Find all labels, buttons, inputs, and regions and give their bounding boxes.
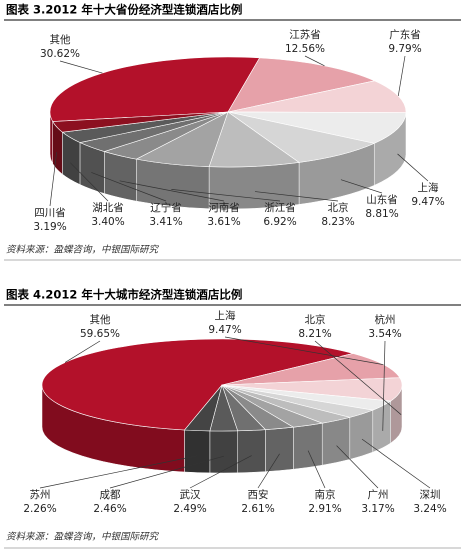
- leader-line: [340, 179, 383, 194]
- leader-line: [109, 455, 224, 489]
- slice-value: 8.81%: [365, 208, 398, 220]
- slice-value: 59.65%: [80, 328, 120, 340]
- leader-line: [397, 55, 406, 97]
- slice-value: 3.19%: [33, 221, 66, 233]
- slice-value: 3.40%: [91, 216, 124, 228]
- slice-label: 江苏省: [289, 28, 321, 41]
- slice-value: 12.56%: [285, 43, 325, 55]
- pie-slice: [49, 56, 261, 165]
- slice-label: 其他: [90, 313, 111, 326]
- slice-value: 8.21%: [298, 328, 331, 340]
- leader-line: [307, 450, 326, 489]
- slice-value: 3.61%: [207, 216, 240, 228]
- pie-slice: [221, 377, 403, 444]
- leader-line: [70, 162, 109, 202]
- leader-line: [397, 153, 429, 182]
- slice-top: [227, 111, 376, 163]
- slice-label: 辽宁省: [150, 201, 182, 214]
- chart-title: 图表 3.2012 年十大省份经济型连锁酒店比例: [6, 3, 242, 17]
- slice-value: 3.54%: [368, 328, 401, 340]
- slice-top: [49, 56, 261, 122]
- leader-line: [189, 455, 252, 489]
- slice-value: 3.41%: [149, 216, 182, 228]
- leader-line: [39, 455, 198, 489]
- leader-line: [91, 172, 167, 202]
- leader-line: [119, 180, 225, 202]
- pie-slice: [221, 384, 267, 474]
- slice-top: [227, 111, 407, 144]
- slice-value: 2.91%: [308, 503, 341, 515]
- pie-slice: [52, 111, 229, 175]
- slice-top: [208, 111, 300, 168]
- slice-label: 上海: [215, 309, 236, 322]
- slice-label: 湖北省: [92, 201, 124, 214]
- slice-label: 其他: [50, 33, 71, 46]
- leader-line: [257, 453, 280, 489]
- source-note: 资料来源：盈蝶咨询，中银国际研究: [6, 531, 160, 543]
- leader-line: [254, 191, 339, 202]
- slice-value: 2.46%: [93, 503, 126, 515]
- slice-label: 北京: [305, 313, 326, 326]
- leader-line: [224, 336, 384, 366]
- slice-label: 苏州: [30, 488, 51, 501]
- pie-slice: [227, 111, 407, 186]
- slice-top: [221, 377, 403, 402]
- slice-value: 3.24%: [413, 503, 446, 515]
- slice-label: 上海: [418, 181, 439, 194]
- leader-line: [336, 445, 379, 489]
- slice-value: 2.61%: [241, 503, 274, 515]
- slice-label: 浙江省: [264, 201, 296, 214]
- slice-top: [52, 111, 229, 133]
- slice-side: [265, 426, 294, 472]
- pie-slice: [209, 383, 239, 474]
- slice-value: 6.92%: [263, 216, 296, 228]
- slice-label: 四川省: [34, 206, 66, 219]
- slice-label: 成都: [100, 489, 121, 501]
- slice-value: 2.26%: [23, 503, 56, 515]
- slice-label: 西安: [248, 488, 269, 501]
- slice-label: 广州: [368, 489, 389, 501]
- slice-side: [321, 417, 351, 466]
- pie-slice: [221, 384, 324, 470]
- slice-value: 9.79%: [388, 43, 421, 55]
- slice-value: 3.17%: [361, 503, 394, 515]
- pie-slice: [208, 111, 300, 210]
- slice-value: 9.47%: [208, 324, 241, 336]
- slice-label: 北京: [328, 201, 349, 214]
- slice-top: [183, 384, 223, 432]
- leader-line: [361, 438, 431, 489]
- slice-label: 深圳: [420, 489, 441, 501]
- slice-label: 杭州: [375, 313, 396, 326]
- slice-side: [209, 430, 238, 474]
- slice-side: [349, 409, 374, 460]
- slice-label: 河南省: [208, 201, 240, 214]
- leader-line: [49, 152, 58, 207]
- chart-title: 图表 4.2012 年十大城市经济型连锁酒店比例: [6, 288, 242, 302]
- slice-side: [293, 422, 323, 470]
- leader-line: [314, 340, 402, 415]
- slice-value: 2.49%: [173, 503, 206, 515]
- slice-value: 30.62%: [40, 48, 80, 60]
- pie-slice: [221, 384, 392, 453]
- slice-value: 8.23%: [321, 216, 354, 228]
- leader-line: [59, 60, 103, 74]
- slice-side: [104, 151, 137, 202]
- pie-slice: [227, 111, 376, 205]
- leader-line: [171, 188, 281, 202]
- source-note: 资料来源：盈蝶咨询，中银国际研究: [6, 244, 160, 256]
- leader-line: [64, 340, 101, 363]
- slice-label: 广东省: [389, 28, 421, 41]
- leader-line: [304, 55, 325, 67]
- slice-label: 南京: [315, 488, 336, 501]
- slice-value: 9.47%: [411, 196, 444, 208]
- slice-side: [237, 429, 266, 474]
- slice-label: 山东省: [366, 193, 398, 206]
- leader-line: [382, 340, 386, 431]
- slice-side: [184, 429, 211, 474]
- pie-slice: [221, 384, 351, 466]
- slice-label: 武汉: [180, 488, 201, 501]
